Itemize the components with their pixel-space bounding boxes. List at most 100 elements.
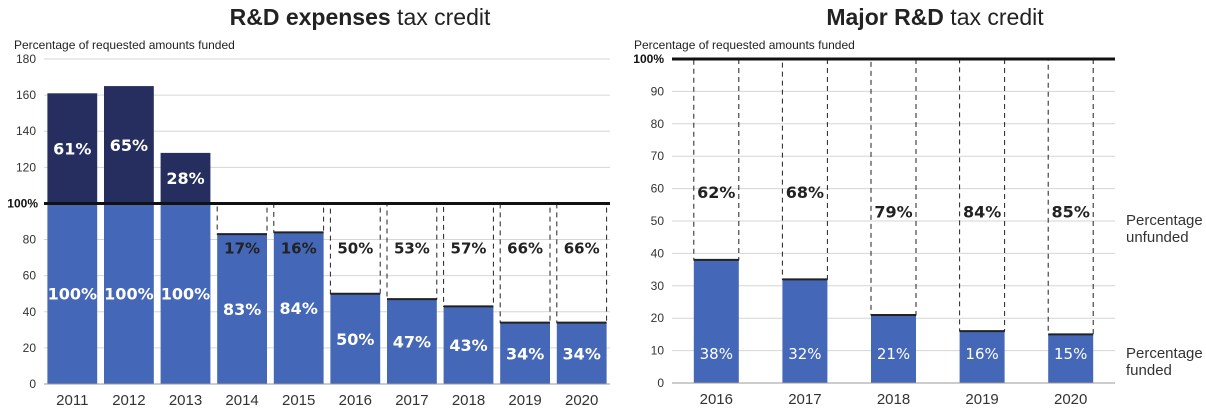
left-chart-svg: 0 20 40 60 80 120 140 160 180 100% 61% 2011 100% 65% 2… <box>7 52 610 409</box>
bar-funded <box>556 322 607 384</box>
bar-funded <box>443 306 494 384</box>
x-tick-label: 2020 <box>1054 391 1087 408</box>
bar-unfunded-outline <box>386 202 438 300</box>
data-label-funded: 100% <box>48 285 97 304</box>
data-label-funded: 47% <box>393 333 431 352</box>
y-tick-label: 160 <box>16 88 36 102</box>
data-label-unfunded: 66% <box>507 239 543 257</box>
bar-unfunded-outline <box>693 58 740 261</box>
data-label-unfunded: 16% <box>281 239 317 257</box>
bar-funded <box>1048 334 1094 383</box>
reference-line-label: 100% <box>7 196 38 210</box>
bar-funded <box>693 259 739 383</box>
data-label-excess: 28% <box>166 169 204 188</box>
y-tick-label: 0 <box>657 376 664 390</box>
x-tick-label: 2011 <box>56 392 88 409</box>
left-chart-panel: R&D expenses tax credit Percentage of re… <box>7 4 610 409</box>
bar-funded <box>959 331 1005 383</box>
data-label-funded: 34% <box>506 344 544 363</box>
x-tick-label: 2018 <box>452 392 485 409</box>
bar-funded <box>47 203 98 384</box>
data-label-unfunded: 62% <box>697 183 735 202</box>
bar-unfunded-outline <box>1047 58 1094 335</box>
y-tick-label: 60 <box>23 269 37 283</box>
bar-unfunded-outline <box>329 202 381 295</box>
left-chart-title-rest: tax credit <box>390 4 491 30</box>
data-label-funded: 83% <box>223 300 261 319</box>
x-tick-label: 2017 <box>395 392 428 409</box>
y-tick-label: 50 <box>651 214 665 228</box>
data-label-excess: 65% <box>110 136 148 155</box>
bar-funded <box>217 234 268 384</box>
bar-funded <box>330 293 381 384</box>
data-label-funded: 34% <box>563 344 601 363</box>
bar-excess <box>160 152 211 204</box>
legend-funded-line1: Percentage <box>1126 345 1203 362</box>
data-label-unfunded: 53% <box>394 239 430 257</box>
data-label-funded: 100% <box>104 285 153 304</box>
y-tick-label: 180 <box>16 52 36 66</box>
bar-funded <box>103 203 154 384</box>
data-label-unfunded: 79% <box>874 202 912 221</box>
x-tick-label: 2013 <box>169 392 202 409</box>
data-label-unfunded: 84% <box>963 202 1001 221</box>
y-tick-label: 120 <box>16 160 36 174</box>
legend-unfunded-line1: Percentage <box>1126 212 1203 229</box>
bar-excess <box>47 93 98 204</box>
x-tick-label: 2020 <box>565 392 598 409</box>
right-chart-title: Major R&D tax credit <box>790 4 1080 31</box>
bar-unfunded-outline <box>216 202 268 235</box>
data-label-funded: 50% <box>336 330 374 349</box>
y-tick-label: 70 <box>651 149 665 163</box>
data-label-unfunded: 68% <box>786 183 824 202</box>
bar-unfunded-outline <box>443 202 494 307</box>
data-label-funded: 15% <box>1054 345 1087 363</box>
y-tick-label: 40 <box>23 305 37 319</box>
x-tick-label: 2019 <box>508 392 541 409</box>
bar-funded <box>782 279 828 383</box>
bar-excess <box>103 86 154 204</box>
y-tick-label: 80 <box>651 117 665 131</box>
data-label-unfunded: 50% <box>337 239 373 257</box>
y-tick-label: 30 <box>651 279 665 293</box>
y-tick-label: 90 <box>651 84 665 98</box>
right-chart-title-bold: Major R&D <box>826 4 944 30</box>
bar-funded <box>871 314 916 383</box>
bar-unfunded-outline <box>870 58 917 316</box>
bar-funded <box>500 322 551 384</box>
data-label-unfunded: 17% <box>224 239 260 257</box>
y-tick-label: 40 <box>651 246 665 260</box>
bar-unfunded-outline <box>959 58 1006 332</box>
y-tick-label: 60 <box>651 182 665 196</box>
bar-funded <box>160 203 211 384</box>
right-chart-title-rest: tax credit <box>943 4 1044 30</box>
data-label-funded: 100% <box>161 285 210 304</box>
data-label-funded: 21% <box>877 345 910 363</box>
x-tick-label: 2016 <box>700 391 733 408</box>
y-tick-label: 0 <box>29 377 36 391</box>
data-label-funded: 38% <box>700 345 733 363</box>
data-label-funded: 16% <box>965 345 998 363</box>
x-tick-label: 2018 <box>877 391 910 408</box>
y-tick-label: 20 <box>651 311 665 325</box>
right-chart-panel: Major R&D tax credit Percentage of reque… <box>620 0 1206 410</box>
left-chart-title: R&D expenses tax credit <box>185 4 535 31</box>
x-tick-label: 2014 <box>225 392 258 409</box>
reference-line-label: 100% <box>633 52 664 66</box>
right-chart-y-axis-label: Percentage of requested amounts funded <box>634 38 855 52</box>
data-label-unfunded: 57% <box>451 239 487 257</box>
x-tick-label: 2016 <box>339 392 372 409</box>
legend-unfunded-line2: unfunded <box>1126 229 1189 246</box>
left-chart-title-bold: R&D expenses <box>229 4 391 30</box>
data-label-excess: 61% <box>53 139 91 158</box>
y-tick-label: 10 <box>651 344 665 358</box>
data-label-funded: 84% <box>280 299 318 318</box>
bar-funded <box>386 299 437 384</box>
data-label-funded: 43% <box>449 336 487 355</box>
legend-unfunded: Percentage unfunded <box>1126 212 1203 246</box>
legend-funded: Percentage funded <box>1126 345 1203 379</box>
data-label-unfunded: 85% <box>1052 202 1090 221</box>
y-tick-label: 140 <box>16 124 36 138</box>
bar-unfunded-outline <box>556 202 608 324</box>
x-tick-label: 2015 <box>282 392 315 409</box>
